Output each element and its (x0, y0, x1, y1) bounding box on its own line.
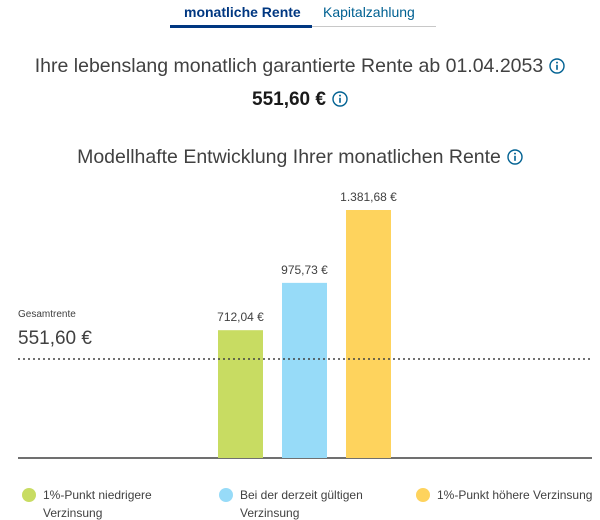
bar-lower (218, 330, 263, 458)
reference-value: 551,60 € (18, 328, 92, 349)
guaranteed-pension-heading-text: Ihre lebenslang monatlich garantierte Re… (34, 55, 544, 77)
info-icon[interactable] (549, 58, 565, 74)
bar-label-current: 975,73 € (281, 263, 328, 277)
info-icon[interactable] (507, 149, 523, 165)
legend-dot-current (219, 488, 233, 502)
reference-label: Gesamtrente (18, 309, 76, 320)
guaranteed-amount-value: 551,60 € (252, 89, 326, 110)
legend-label-current-line2: Verzinsung (240, 506, 300, 520)
guaranteed-amount: 551,60 € (0, 89, 600, 111)
legend-dot-lower (22, 488, 36, 502)
chart-legend: 1%-Punkt niedrigere Verzinsung Bei der d… (0, 480, 600, 520)
bar-label-higher: 1.381,68 € (340, 190, 397, 204)
tab-divider (312, 26, 436, 27)
model-development-heading: Modellhafte Entwicklung Ihrer monatliche… (0, 146, 600, 169)
legend-label-lower-line1: 1%-Punkt niedrigere (43, 488, 152, 502)
info-icon[interactable] (332, 91, 348, 107)
legend-item-current: Bei der derzeit gültigen Verzinsung (219, 486, 363, 520)
guaranteed-pension-heading: Ihre lebenslang monatlich garantierte Re… (0, 55, 600, 78)
legend-item-lower: 1%-Punkt niedrigere Verzinsung (22, 486, 152, 520)
pension-chart: 712,04 € 975,73 € 1.381,68 € Gesamtrente 551… (18, 190, 592, 459)
tab-bar: monatliche Rente Kapitalzahlung (0, 0, 600, 28)
legend-label-lower-line2: Verzinsung (43, 506, 103, 520)
legend-dot-higher (416, 488, 430, 502)
model-development-heading-text: Modellhafte Entwicklung Ihrer monatliche… (77, 146, 501, 168)
legend-label-current-line1: Bei der derzeit gültigen (240, 488, 363, 502)
active-tab-indicator (170, 25, 312, 28)
bar-higher (346, 210, 391, 458)
legend-label-higher-line1: 1%-Punkt höhere Verzinsung (437, 488, 593, 502)
bar-label-lower: 712,04 € (217, 310, 264, 324)
bar-current (282, 282, 327, 458)
legend-item-higher: 1%-Punkt höhere Verzinsung (416, 486, 592, 504)
tab-capital-payment[interactable]: Kapitalzahlung (323, 4, 415, 20)
tab-monthly-pension[interactable]: monatliche Rente (184, 4, 301, 20)
